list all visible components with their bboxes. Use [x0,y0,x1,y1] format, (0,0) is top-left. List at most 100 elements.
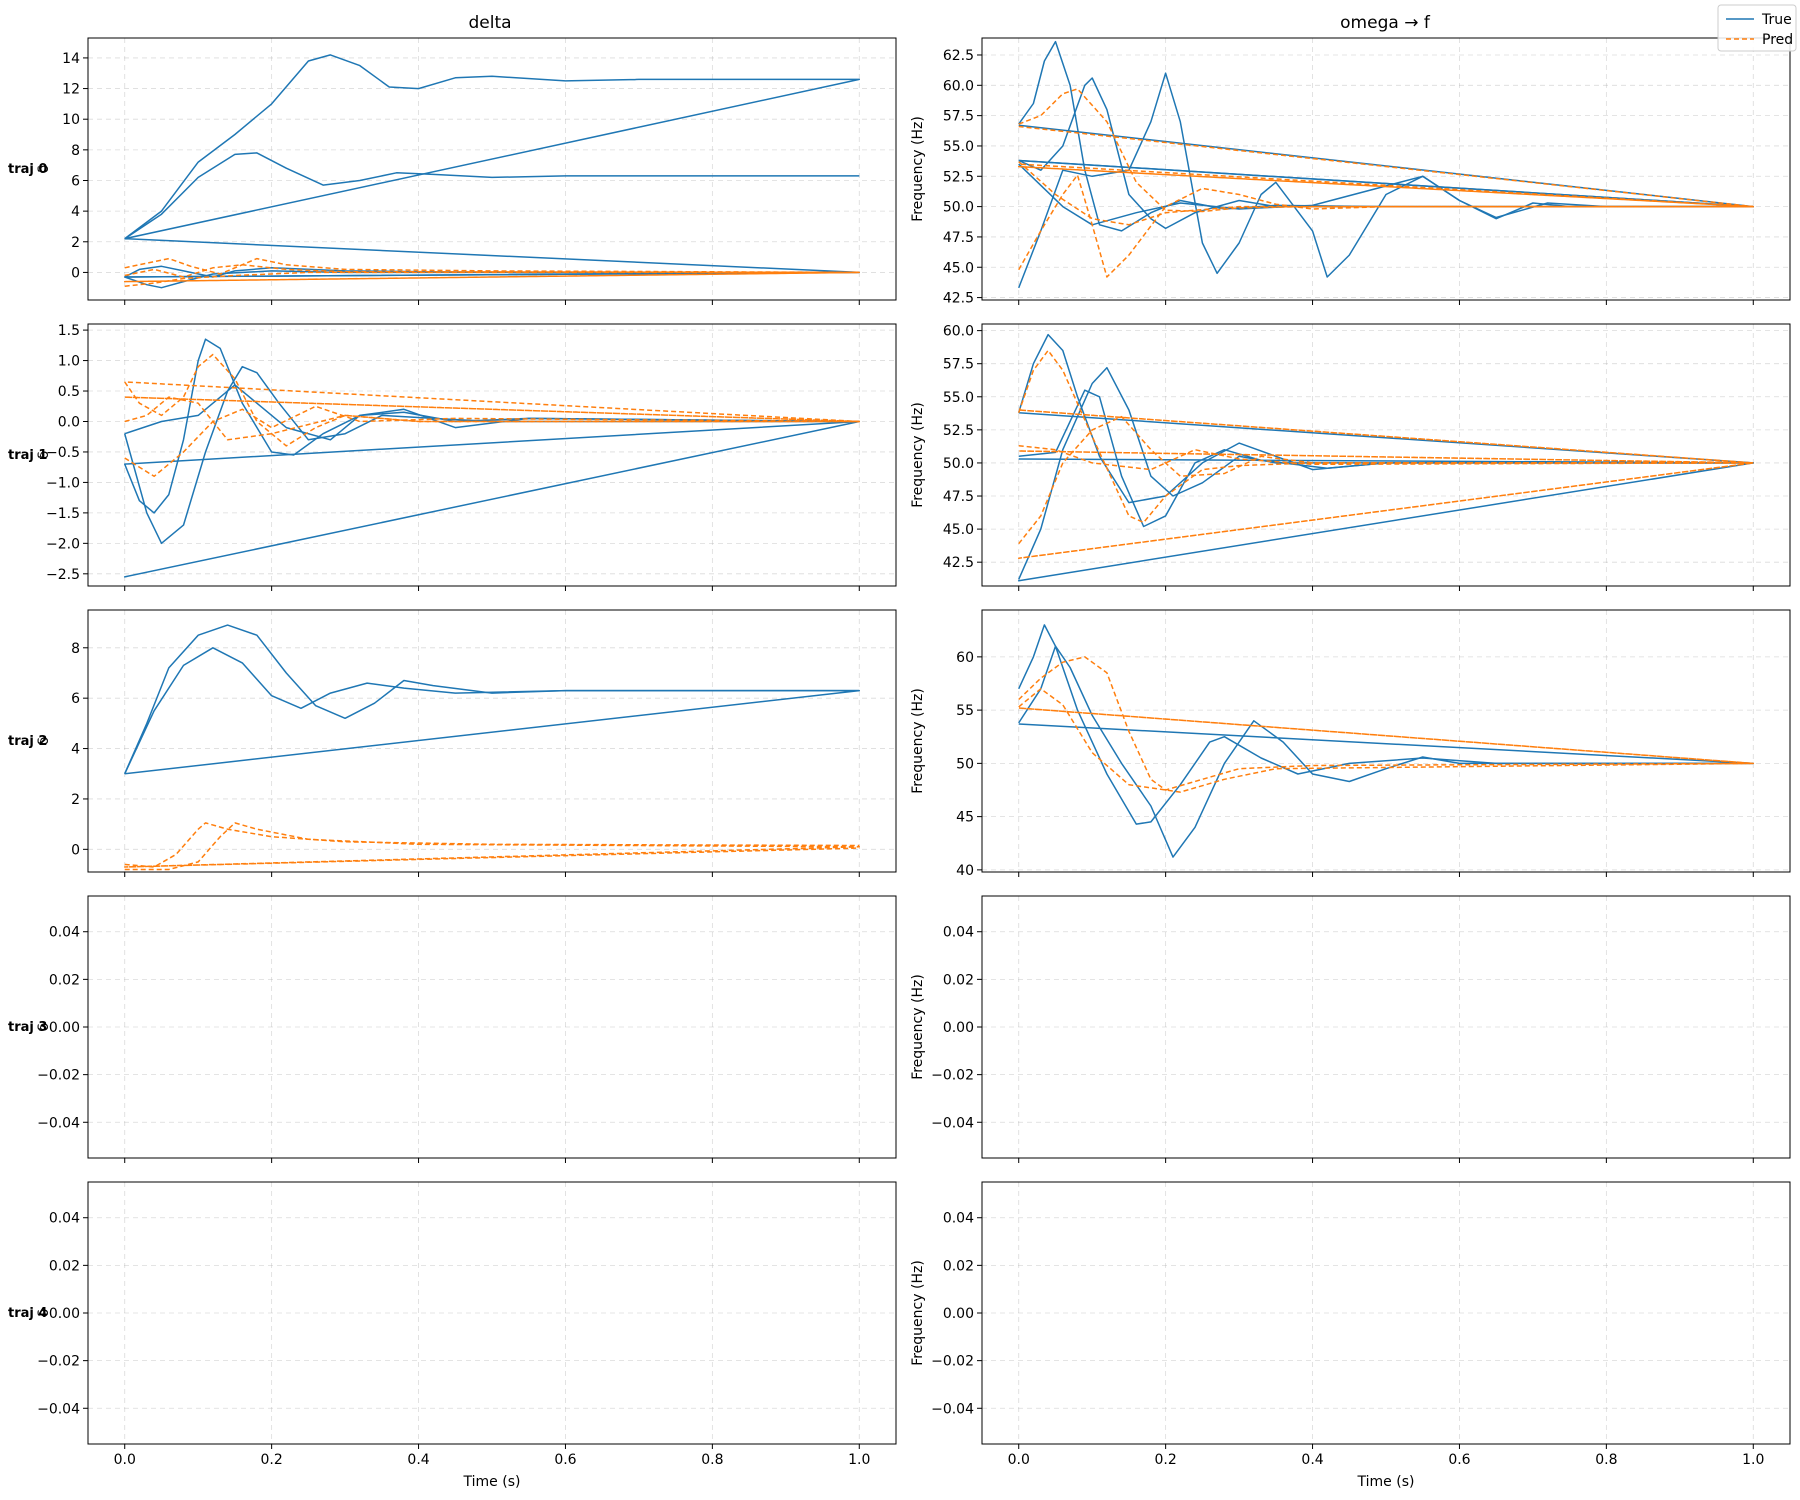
y-tick-label: −0.04 [931,1115,974,1131]
y-tick-label: 0.04 [49,1211,80,1227]
subplot-r0-c0: 0 2 4 6 8 10 12 14 traj 0δ [8,37,897,305]
y-tick-label: 0.00 [49,1306,80,1322]
y-tick-label: −0.02 [37,1068,80,1084]
y-tick-label: 0.04 [49,925,80,941]
series-line-pred [1017,444,1755,471]
series-line-pred [123,396,861,478]
series-line-true [1017,366,1755,582]
y-tick-label: 8 [71,641,80,657]
y-tick-label: 42.5 [943,291,974,307]
series-line-pred [1017,161,1755,226]
column-title-omega: omega → f [1340,13,1431,33]
y-tick-label: −0.02 [931,1354,974,1370]
y-tick-label: −0.04 [37,1401,80,1417]
x-tick-label: 0.8 [1595,1452,1617,1468]
y-tick-label: 60 [956,650,974,666]
series-line-true [123,365,861,578]
y-tick-label: 0.02 [943,1258,974,1274]
axes-frame [87,609,897,873]
y-tick-label: 47.5 [943,489,974,505]
y-tick-label: 0.0 [58,414,80,430]
y-tick-label: 45.0 [943,522,974,538]
series-line-true [124,152,860,240]
y-tick-label: 0.00 [943,1306,974,1322]
x-tick-label: 0.8 [701,1452,723,1468]
y-tick-label: 45 [956,810,974,826]
y-tick-label: 42.5 [943,555,974,571]
y-axis-label-delta: δ [36,1309,52,1318]
series-line-pred [1017,415,1755,559]
y-tick-label: 8 [71,143,80,159]
y-tick-label: 62.5 [943,48,974,64]
y-tick-label: 0 [71,265,80,281]
y-axis-label-frequency: Frequency (Hz) [910,116,926,222]
y-tick-label: 60.0 [943,324,974,340]
x-axis-label: Time (s) [1357,1474,1415,1490]
y-tick-label: 0 [71,842,80,858]
y-tick-label: −0.04 [37,1115,80,1131]
row-label: traj 2 [8,734,47,749]
series-line-pred [1018,163,1755,278]
subplot-r3-c0: −0.04 −0.02 0.00 0.02 0.04 traj 3δ [8,895,897,1163]
series-line-true [124,54,861,240]
x-tick-label: 0.4 [1301,1452,1323,1468]
x-tick-label: 1.0 [848,1452,870,1468]
y-tick-label: 52.5 [943,423,974,439]
y-axis-label-delta: δ [36,737,52,746]
series-line-pred [124,396,860,441]
series-line-true [124,338,860,514]
subplot-r4-c1: 0.0 0.2 0.4 0.6 0.8 1.0 −0.04 −0.02 0.00 0.02 0.04… [910,1181,1791,1490]
y-axis-label-frequency: Frequency (Hz) [910,1260,926,1366]
x-tick-label: 0.6 [554,1452,576,1468]
y-tick-label: −1.5 [46,506,80,522]
y-tick-label: 0.5 [58,384,80,400]
y-axis-label-delta: δ [36,1023,52,1032]
x-tick-label: 0.0 [114,1452,136,1468]
series-line-pred [1018,656,1754,791]
x-axis-label: Time (s) [463,1474,521,1490]
y-tick-label: 0.00 [943,1020,974,1036]
subplot-r2-c0: 0 2 4 6 8 traj 2δ [8,609,897,877]
x-tick-label: 0.2 [1155,1452,1177,1468]
subplot-r1-c0: −2.5 −2.0 −1.5 −1.0 −0.5 0.0 0.5 1.0 1.5 traj 1δ [8,323,897,591]
y-tick-label: 55 [956,703,974,719]
axes-frame [87,323,897,587]
subplot-r0-c1: 42.5 45.0 47.5 50.0 52.5 55.0 57.5 60.0 62.5 Freq… [910,37,1791,307]
y-axis-label-frequency: Frequency (Hz) [910,974,926,1080]
y-tick-label: −0.02 [37,1354,80,1370]
y-tick-label: 0.00 [49,1020,80,1036]
column-title-delta: delta [468,13,511,33]
subplot-r1-c1: 42.5 45.0 47.5 50.0 52.5 55.0 57.5 60.0 Frequenc… [910,323,1791,591]
y-tick-label: 14 [62,51,80,67]
y-tick-label: 0.02 [49,1258,80,1274]
y-tick-label: 50.0 [943,200,974,216]
y-tick-label: 2 [71,792,80,808]
x-tick-label: 0.4 [407,1452,429,1468]
axes-frame [87,37,897,301]
y-tick-label: 10 [62,112,80,128]
y-tick-label: 12 [62,82,80,98]
series-line-true [1018,389,1755,528]
legend: True Pred [1717,4,1797,52]
series-line-pred [123,264,861,283]
y-tick-label: 57.5 [943,357,974,373]
y-tick-label: −2.5 [46,567,80,583]
y-tick-label: 0.04 [943,925,974,941]
y-tick-label: 4 [71,742,80,758]
y-tick-label: 2 [71,235,80,251]
y-tick-label: 52.5 [943,169,974,185]
series-line-pred [124,257,860,275]
series-line-pred [124,271,860,287]
y-axis-label-delta: δ [36,165,52,174]
legend-pred-label: Pred [1762,32,1793,48]
y-tick-label: 6 [71,691,80,707]
series-line-pred [123,822,861,871]
axes-frame [981,323,1791,587]
y-tick-label: −0.02 [931,1068,974,1084]
y-tick-label: 4 [71,204,80,220]
subplot-r3-c1: −0.04 −0.02 0.00 0.02 0.04 Frequency (Hz) [910,895,1791,1163]
y-tick-label: 1.5 [58,323,80,339]
series-line-true [1018,77,1755,230]
